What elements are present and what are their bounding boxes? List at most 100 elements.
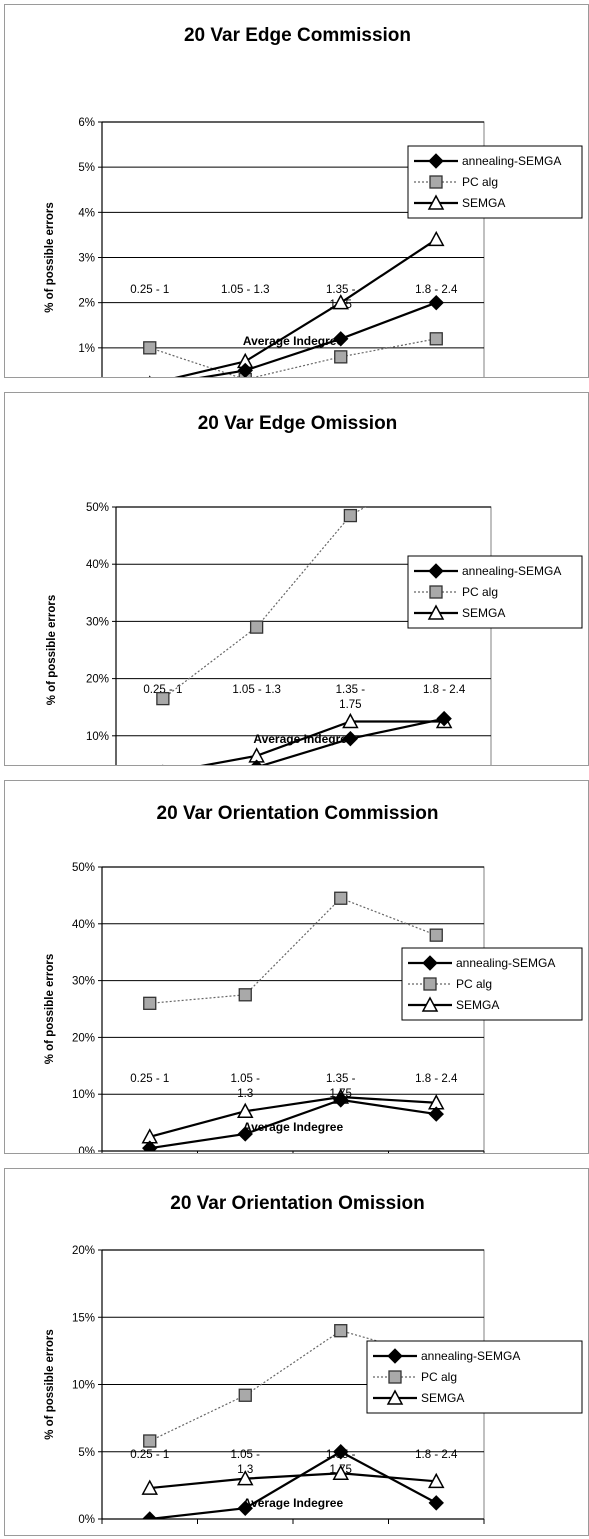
series-group xyxy=(143,230,445,377)
data-point xyxy=(333,1092,349,1108)
y-tick-label: 10% xyxy=(72,1089,95,1101)
legend-label: annealing-SEMGA xyxy=(462,154,561,168)
x-tick-label: 0.25 - 1 xyxy=(130,1449,169,1461)
data-point xyxy=(238,988,252,1002)
data-point xyxy=(334,350,348,364)
data-point xyxy=(334,891,348,905)
legend-label: SEMGA xyxy=(462,196,505,210)
series-line xyxy=(149,1095,437,1138)
x-tick-label: 1.05 - 1.3 xyxy=(232,684,281,696)
data-point xyxy=(342,712,359,729)
series-line xyxy=(260,717,445,765)
series-line xyxy=(149,1330,437,1442)
data-point xyxy=(237,362,253,377)
series-line xyxy=(200,720,445,765)
plot-area xyxy=(115,506,492,765)
y-axis-label: % of possible errors xyxy=(44,954,56,1065)
chart-edge-commission: 20 Var Edge Commission0%1%2%3%4%5%6%0.25… xyxy=(44,25,583,377)
y-tick-label: 50% xyxy=(72,862,95,874)
data-point xyxy=(429,332,443,346)
y-tick-label: 20% xyxy=(72,1245,95,1257)
chart-title: 20 Var Orientation Omission xyxy=(170,1193,424,1214)
legend-label: SEMGA xyxy=(456,998,499,1012)
x-tick-label: 0.25 - 1 xyxy=(130,1073,169,1085)
x-tick-label: 1.8 - 2.4 xyxy=(423,684,466,696)
data-point xyxy=(428,1495,444,1511)
chart-panel-orientation-omission: 20 Var Orientation Omission 0% 5% 10% 15% 20%… xyxy=(4,1168,589,1536)
x-tick-label: 1.05 -1.3 xyxy=(231,1449,261,1476)
chart-orientation-omission: 20 Var Orientation Omission 0% 5% 10% 15% 20%… xyxy=(44,1193,583,1526)
data-point xyxy=(428,294,444,311)
y-axis-label: % of possible errors xyxy=(46,595,58,706)
chart-title: 20 Var Edge Commission xyxy=(184,25,411,46)
data-point xyxy=(249,620,264,634)
data-point xyxy=(156,691,170,706)
legend-marker xyxy=(429,585,443,599)
data-point xyxy=(143,1434,157,1448)
legend-marker xyxy=(421,996,439,1012)
data-point xyxy=(236,1102,254,1118)
legend-marker xyxy=(422,955,438,971)
x-tick-label: 1.35 -1.75 xyxy=(336,684,366,711)
chart-panel-edge-omission: 20 Var Edge Omission0%10%20%30%40%50%0.2… xyxy=(4,392,589,766)
data-point xyxy=(237,1126,253,1142)
data-point xyxy=(251,759,263,765)
data-point xyxy=(143,996,157,1010)
series-group xyxy=(141,891,445,1151)
y-tick-label: 40% xyxy=(86,559,109,571)
y-tick-label: 50% xyxy=(86,502,109,514)
x-tick-label: 0.25 - 1 xyxy=(130,284,169,296)
legend-label: PC alg xyxy=(456,977,492,991)
x-axis-label: Average Indegree xyxy=(243,1120,344,1134)
legend-label: PC alg xyxy=(421,1370,457,1384)
legend-marker xyxy=(428,153,444,169)
data-point xyxy=(332,294,350,310)
legend-label: PC alg xyxy=(462,585,498,599)
x-tick-label: 0.25 - 1 xyxy=(143,684,182,696)
chart-title: 20 Var Edge Omission xyxy=(198,413,398,434)
data-point xyxy=(148,375,151,377)
y-tick-label: 10% xyxy=(86,731,109,743)
data-point xyxy=(237,1500,253,1516)
x-tick-label: 1.8 - 2.4 xyxy=(415,284,458,296)
y-axis-label: % of possible errors xyxy=(44,1329,56,1440)
y-tick-label: 4% xyxy=(78,207,95,219)
x-axis-label: Average Indegree xyxy=(243,1496,344,1510)
legend-marker xyxy=(428,563,444,579)
y-tick-label: 40% xyxy=(72,919,95,931)
chart-panel-edge-commission: 20 Var Edge Commission0%1%2%3%4%5%6%0.25… xyxy=(4,4,589,378)
data-point xyxy=(334,1324,348,1338)
series-line xyxy=(149,338,437,377)
data-point xyxy=(427,1472,445,1489)
data-point xyxy=(343,508,358,523)
series-line xyxy=(149,1450,437,1519)
y-tick-label: 10% xyxy=(72,1380,95,1392)
y-tick-label: 2% xyxy=(78,298,95,310)
legend-marker xyxy=(427,604,445,620)
legend-marker xyxy=(429,175,443,189)
x-tick-label: 1.05 - 1.3 xyxy=(221,284,270,296)
series-line xyxy=(149,1098,437,1150)
y-tick-label: 30% xyxy=(72,976,95,988)
data-point xyxy=(333,331,349,347)
legend-label: annealing-SEMGA xyxy=(462,564,561,578)
chart-panel-orientation-commission: 20 Var Orientation Commission 0% 10% 20% 30%… xyxy=(4,780,589,1154)
chart-orientation-commission: 20 Var Orientation Commission 0% 10% 20% 30%… xyxy=(44,803,583,1154)
data-point xyxy=(342,730,359,747)
legend-label: annealing-SEMGA xyxy=(421,1349,520,1363)
data-point xyxy=(142,1140,158,1151)
y-tick-label: 0% xyxy=(78,1146,95,1154)
legend-label: annealing-SEMGA xyxy=(456,956,555,970)
data-point xyxy=(142,1511,158,1519)
data-point xyxy=(143,341,157,355)
legend-marker xyxy=(388,1370,402,1384)
x-axis-label: Average Indegree xyxy=(243,334,344,348)
y-tick-label: 1% xyxy=(78,343,95,355)
legend-marker xyxy=(387,1348,403,1364)
legend-label: SEMGA xyxy=(462,606,505,620)
y-tick-label: 30% xyxy=(86,616,109,628)
legend-label: SEMGA xyxy=(421,1391,464,1405)
data-point xyxy=(236,1470,254,1486)
y-tick-label: 20% xyxy=(86,674,109,686)
data-point xyxy=(141,1479,159,1495)
